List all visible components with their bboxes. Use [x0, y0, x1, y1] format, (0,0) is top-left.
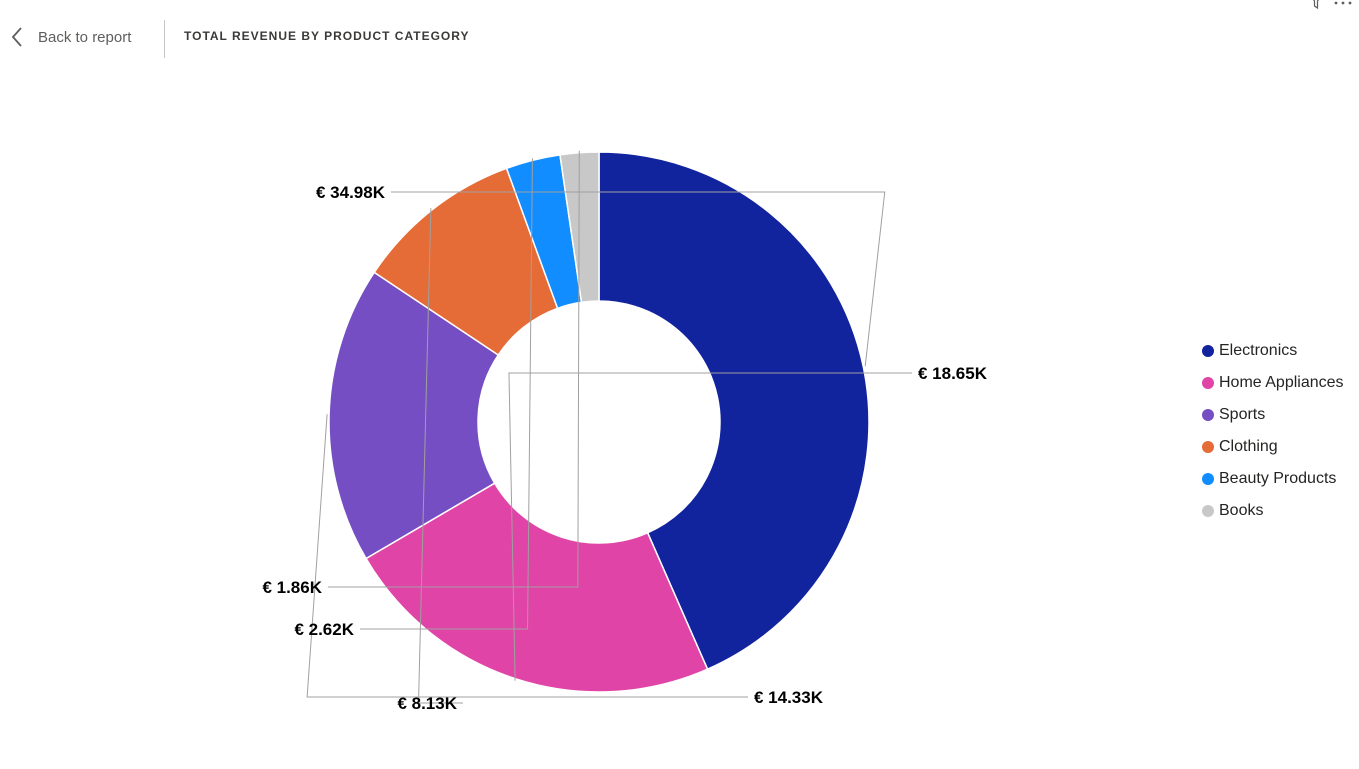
legend-item-beauty-products[interactable]: Beauty Products [1202, 463, 1344, 495]
leader-lines [306, 150, 912, 704]
data-labels: € 34.98K € 18.65K € 14.33K € 8.13K € 2.62K € … [262, 183, 987, 713]
chevron-left-icon [10, 26, 24, 48]
page-title: TOTAL REVENUE BY PRODUCT CATEGORY [184, 29, 470, 43]
legend-label: Electronics [1219, 342, 1298, 359]
legend-item-electronics[interactable]: Electronics [1202, 335, 1344, 367]
data-label-clothing: € 8.13K [397, 694, 457, 713]
legend-item-home-appliances[interactable]: Home Appliances [1202, 367, 1344, 399]
leader-line-clothing [417, 208, 463, 704]
leader-line-sports [306, 414, 748, 698]
data-label-beauty-products: € 2.62K [294, 620, 354, 639]
data-label-books: € 1.86K [262, 578, 322, 597]
legend-swatch [1202, 441, 1214, 453]
back-to-report-label: Back to report [38, 28, 132, 46]
legend-swatch [1202, 473, 1214, 485]
legend-swatch [1202, 345, 1214, 357]
slice-electronics[interactable] [598, 151, 870, 671]
data-label-home-appliances: € 18.65K [918, 364, 988, 383]
leader-line-beauty-products [360, 158, 533, 630]
legend-swatch [1202, 377, 1214, 389]
slice-sports[interactable] [328, 271, 500, 560]
filter-icon[interactable] [1309, 0, 1323, 15]
donut-slices [328, 151, 870, 693]
legend-item-books[interactable]: Books [1202, 495, 1344, 527]
legend-item-sports[interactable]: Sports [1202, 399, 1344, 431]
chart-legend: Electronics Home Appliances Sports Clothing… [1202, 335, 1344, 527]
legend-label: Books [1219, 502, 1264, 519]
legend-item-clothing[interactable]: Clothing [1202, 431, 1344, 463]
leader-line-home-appliances [508, 372, 912, 681]
legend-label: Beauty Products [1219, 470, 1337, 487]
header-bar: Back to report TOTAL REVENUE BY PRODUCT … [0, 0, 1359, 60]
legend-swatch [1202, 505, 1214, 517]
visual-header-icons [1309, 0, 1353, 15]
legend-label: Clothing [1219, 438, 1278, 455]
legend-swatch [1202, 409, 1214, 421]
more-options-icon[interactable] [1333, 0, 1353, 15]
data-label-sports: € 14.33K [754, 688, 824, 707]
header-divider [164, 20, 165, 58]
leader-line-electronics [391, 191, 886, 367]
legend-label: Sports [1219, 406, 1266, 423]
back-to-report-button[interactable]: Back to report [10, 22, 131, 52]
legend-label: Home Appliances [1219, 374, 1344, 391]
data-label-electronics: € 34.98K [316, 183, 386, 202]
leader-line-books [328, 150, 580, 588]
